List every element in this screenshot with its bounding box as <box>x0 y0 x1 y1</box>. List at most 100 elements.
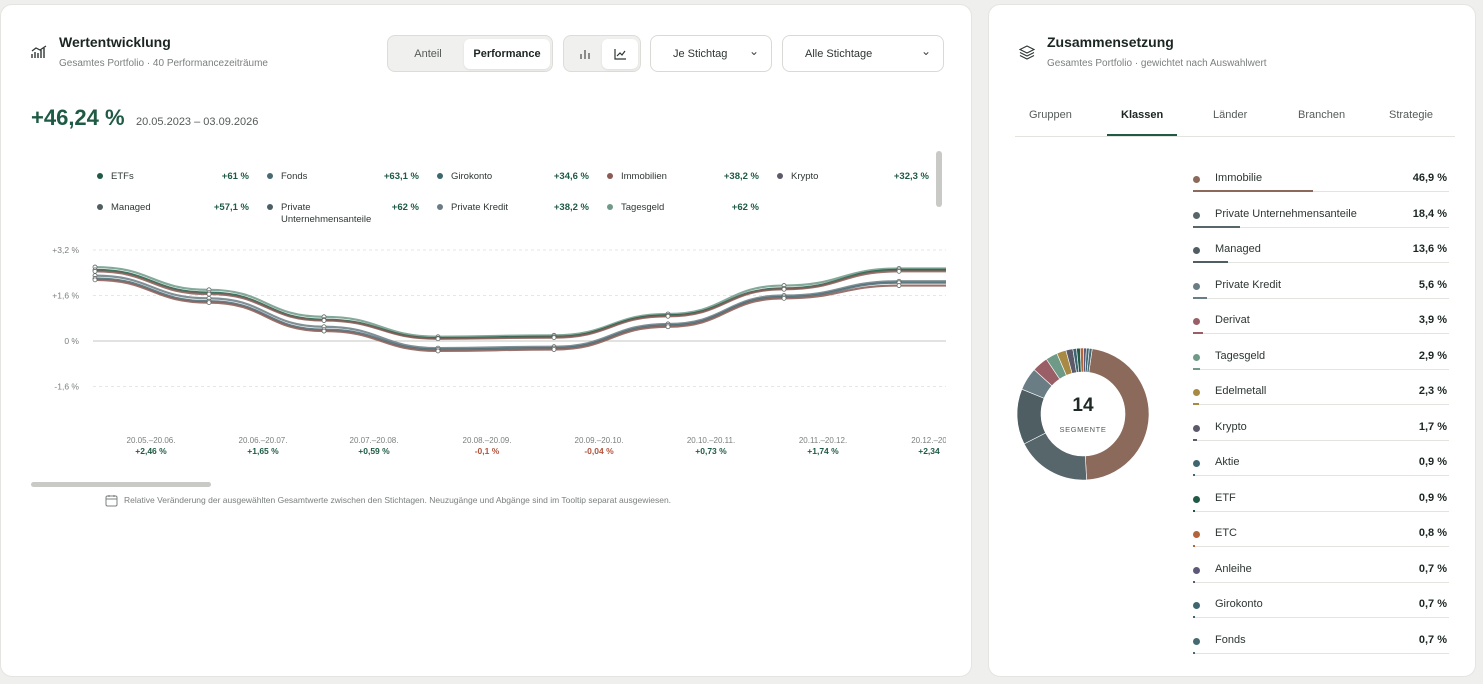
data-point[interactable] <box>896 268 902 274</box>
series-line[interactable] <box>94 265 946 338</box>
row-value: 2,9 % <box>1418 349 1447 362</box>
row-dot <box>1193 318 1200 325</box>
legend-name: Managed <box>111 202 151 213</box>
donut-slice[interactable] <box>1084 348 1150 481</box>
tab-performance[interactable]: Performance <box>464 39 550 69</box>
chart-scrollbar[interactable] <box>31 482 211 487</box>
legend-dot <box>437 173 443 179</box>
performance-card: Wertentwicklung Gesamtes Portfolio · 40 … <box>0 4 972 677</box>
composition-row[interactable]: Tagesgeld 2,9 % <box>1193 350 1449 380</box>
legend-dot <box>437 204 443 210</box>
series-line[interactable] <box>94 270 946 340</box>
tab-klassen[interactable]: Klassen <box>1121 109 1164 121</box>
row-share-bar <box>1193 190 1314 192</box>
row-name: Edelmetall <box>1215 385 1267 397</box>
data-point[interactable] <box>551 347 557 352</box>
row-value: 0,7 % <box>1418 562 1447 575</box>
data-point[interactable] <box>896 283 902 288</box>
data-point[interactable] <box>435 348 441 354</box>
composition-row[interactable]: ETC 0,8 % <box>1193 527 1449 557</box>
row-value: 0,9 % <box>1418 456 1447 468</box>
row-dot <box>1193 531 1200 538</box>
legend-name: Tagesgeld <box>621 202 665 213</box>
row-track <box>1193 581 1449 583</box>
data-point[interactable] <box>321 318 327 323</box>
row-value: 0,9 % <box>1418 491 1447 504</box>
row-track <box>1193 368 1449 370</box>
y-tick-label: -1,6 % <box>54 382 79 392</box>
data-point[interactable] <box>551 335 557 340</box>
row-name: Fonds <box>1215 633 1246 646</box>
active-tab-indicator <box>1107 134 1177 136</box>
composition-row[interactable]: Private Unternehmensanteile 18,4 % <box>1193 208 1449 238</box>
legend-name: Fonds <box>281 171 308 182</box>
composition-row[interactable]: Immobilie 46,9 % <box>1193 172 1449 202</box>
composition-row[interactable]: Edelmetall 2,3 % <box>1193 385 1449 415</box>
line-chart-icon[interactable] <box>602 39 638 69</box>
row-dot <box>1193 637 1200 645</box>
composition-row[interactable]: ETF 0,9 % <box>1193 492 1449 522</box>
legend-name: Private Kredit <box>451 202 509 213</box>
series-line[interactable] <box>94 277 946 351</box>
legend-dot <box>267 173 273 179</box>
row-share-bar <box>1193 332 1203 334</box>
composition-row[interactable]: Girokonto 0,7 % <box>1193 598 1449 628</box>
chart-footnote: Relative Veränderung der ausgewählten Ge… <box>124 495 672 505</box>
data-point[interactable] <box>781 295 787 301</box>
legend-value: +62 % <box>731 202 759 213</box>
range-dropdown[interactable]: Alle Stichtage ⌄ <box>782 35 944 72</box>
legend-value: +32,3 % <box>893 171 929 182</box>
row-track <box>1193 262 1449 263</box>
tabs-divider <box>1015 136 1455 137</box>
row-share-bar <box>1193 580 1195 583</box>
composition-row[interactable]: Aktie 0,9 % <box>1193 456 1449 486</box>
x-tick-label: 20.09.–20.10. <box>575 436 624 445</box>
composition-row[interactable]: Derivat 3,9 % <box>1193 314 1449 344</box>
data-point[interactable] <box>92 277 98 283</box>
donut-slice[interactable] <box>1023 432 1087 481</box>
row-value: 1,7 % <box>1418 420 1447 433</box>
series-line[interactable] <box>94 278 946 353</box>
data-point[interactable] <box>435 336 441 342</box>
legend-value: +61 % <box>221 171 249 182</box>
card-title: Zusammensetzung <box>1047 34 1174 50</box>
composition-row[interactable]: Krypto 1,7 % <box>1193 421 1449 451</box>
data-point[interactable] <box>206 291 212 297</box>
legend-name: Immobilien <box>621 171 667 182</box>
data-point[interactable] <box>665 313 671 319</box>
row-value: 0,8 % <box>1418 527 1447 539</box>
legend-scrollbar[interactable] <box>936 151 942 207</box>
period-change-label: -0,1 % <box>475 446 500 456</box>
bar-chart-icon[interactable] <box>568 39 602 69</box>
donut-label: SEGMENTE <box>1059 425 1107 434</box>
row-track <box>1193 297 1449 299</box>
row-track <box>1193 404 1449 405</box>
tab-anteil[interactable]: Anteil <box>414 48 442 60</box>
legend-value: +34,6 % <box>553 171 589 182</box>
series-line[interactable] <box>94 274 946 350</box>
period-change-label: -0,04 % <box>584 446 614 456</box>
legend-dot <box>267 204 273 210</box>
data-point[interactable] <box>321 328 327 334</box>
row-track <box>1193 510 1449 512</box>
tab-gruppen[interactable]: Gruppen <box>1029 109 1072 121</box>
composition-row[interactable]: Anleihe 0,7 % <box>1193 563 1449 593</box>
data-point[interactable] <box>92 268 98 274</box>
row-track <box>1193 439 1449 441</box>
data-point[interactable] <box>665 324 671 330</box>
range-dropdown-value: Alle Stichtage <box>805 47 873 60</box>
legend-name: Girokonto <box>451 171 493 182</box>
y-tick-label: 0 % <box>64 336 79 346</box>
tab-branchen[interactable]: Branchen <box>1298 109 1346 121</box>
composition-row[interactable]: Private Kredit 5,6 % <box>1193 279 1449 309</box>
data-point[interactable] <box>206 300 212 306</box>
donut-slice[interactable] <box>1086 347 1093 373</box>
row-share-bar <box>1193 651 1195 654</box>
row-value: 18,4 % <box>1412 207 1447 220</box>
data-point[interactable] <box>781 286 787 292</box>
stichtag-dropdown[interactable]: Je Stichtag ⌄ <box>650 35 772 72</box>
tab-strategie[interactable]: Strategie <box>1389 109 1434 121</box>
tab-laender[interactable]: Länder <box>1213 109 1248 121</box>
composition-row[interactable]: Fonds 0,7 % <box>1193 634 1449 664</box>
composition-row[interactable]: Managed 13,6 % <box>1193 243 1449 273</box>
